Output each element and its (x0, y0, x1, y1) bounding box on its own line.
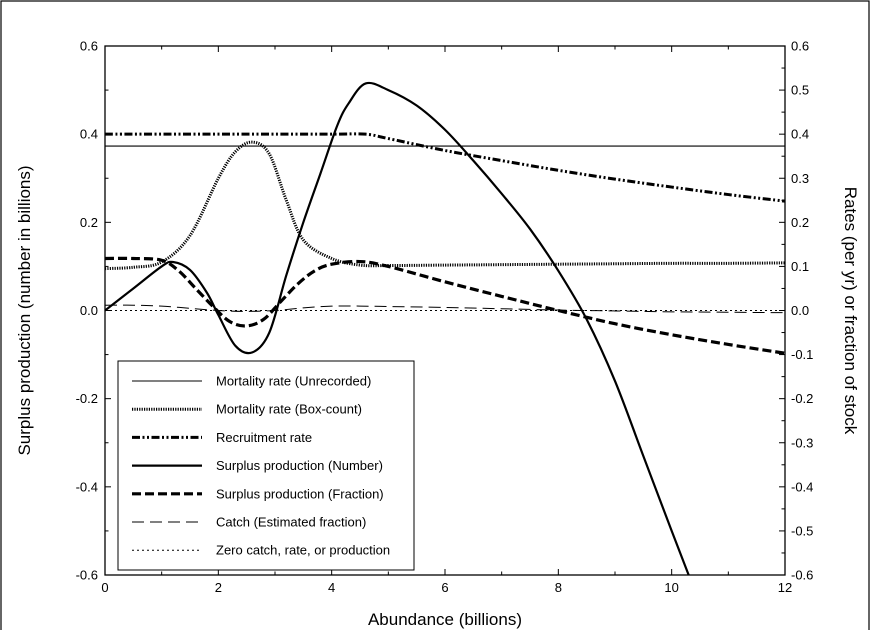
legend-label: Surplus production (Fraction) (216, 486, 384, 501)
y2-tick-label: 0.5 (791, 83, 809, 98)
y2-tick-label: 0.2 (791, 215, 809, 230)
axes-group: 0 2 4 6 8 10 12-0.6-0.4-0.20.00.20.40.6-0.6-0.… (76, 39, 814, 596)
legend-label: Surplus production (Number) (216, 458, 383, 473)
y2-tick-label: 0.6 (791, 39, 809, 54)
legend-label: Recruitment rate (216, 430, 312, 445)
y2-tick-label: 0.4 (791, 127, 809, 142)
x-tick-label: 0 (101, 580, 108, 595)
legend-label: Mortality rate (Box-count) (216, 402, 362, 417)
legend-label: Mortality rate (Unrecorded) (216, 374, 371, 389)
y-tick-label: -0.2 (76, 391, 98, 406)
legend-label: Zero catch, rate, or production (216, 543, 390, 558)
series-line-2 (105, 140, 785, 271)
legend: Mortality rate (Unrecorded) Mortality rat… (117, 360, 415, 571)
y2-tick-label: 0.1 (791, 259, 809, 274)
y-tick-label: 0.0 (80, 303, 98, 318)
series-group (105, 81, 785, 575)
y2-tick-label: -0.1 (791, 347, 813, 362)
y-tick-label: 0.6 (80, 39, 98, 54)
x-axis-title: Abundance (billions) (368, 610, 522, 629)
y-tick-label: 0.4 (80, 127, 98, 142)
x-tick-label: 6 (441, 580, 448, 595)
series-line-6 (105, 304, 785, 314)
y2-tick-label: 0.0 (791, 303, 809, 318)
y-tick-label: 0.2 (80, 215, 98, 230)
x-tick-label: 10 (664, 580, 678, 595)
y2-tick-label: -0.3 (791, 435, 813, 450)
legend-label: Catch (Estimated fraction) (216, 515, 366, 530)
series-line-4 (105, 81, 690, 575)
y2-tick-label: -0.4 (791, 479, 813, 494)
y2-tick-label: 0.3 (791, 171, 809, 186)
y2-axis-title: Rates (per yr) or fraction of stock (841, 187, 860, 435)
x-tick-label: 4 (328, 580, 335, 595)
y-tick-label: -0.4 (76, 479, 98, 494)
x-tick-label: 2 (215, 580, 222, 595)
y-tick-label: -0.6 (76, 568, 98, 583)
x-tick-label: 8 (555, 580, 562, 595)
x-tick-label: 12 (778, 580, 792, 595)
y2-tick-label: -0.5 (791, 523, 813, 538)
y2-tick-label: -0.2 (791, 391, 813, 406)
y2-tick-label: -0.6 (791, 568, 813, 583)
series-line-3 (105, 132, 785, 203)
series-line-5 (105, 256, 785, 355)
y-axis-title: Surplus production (number in billions) (15, 165, 34, 455)
